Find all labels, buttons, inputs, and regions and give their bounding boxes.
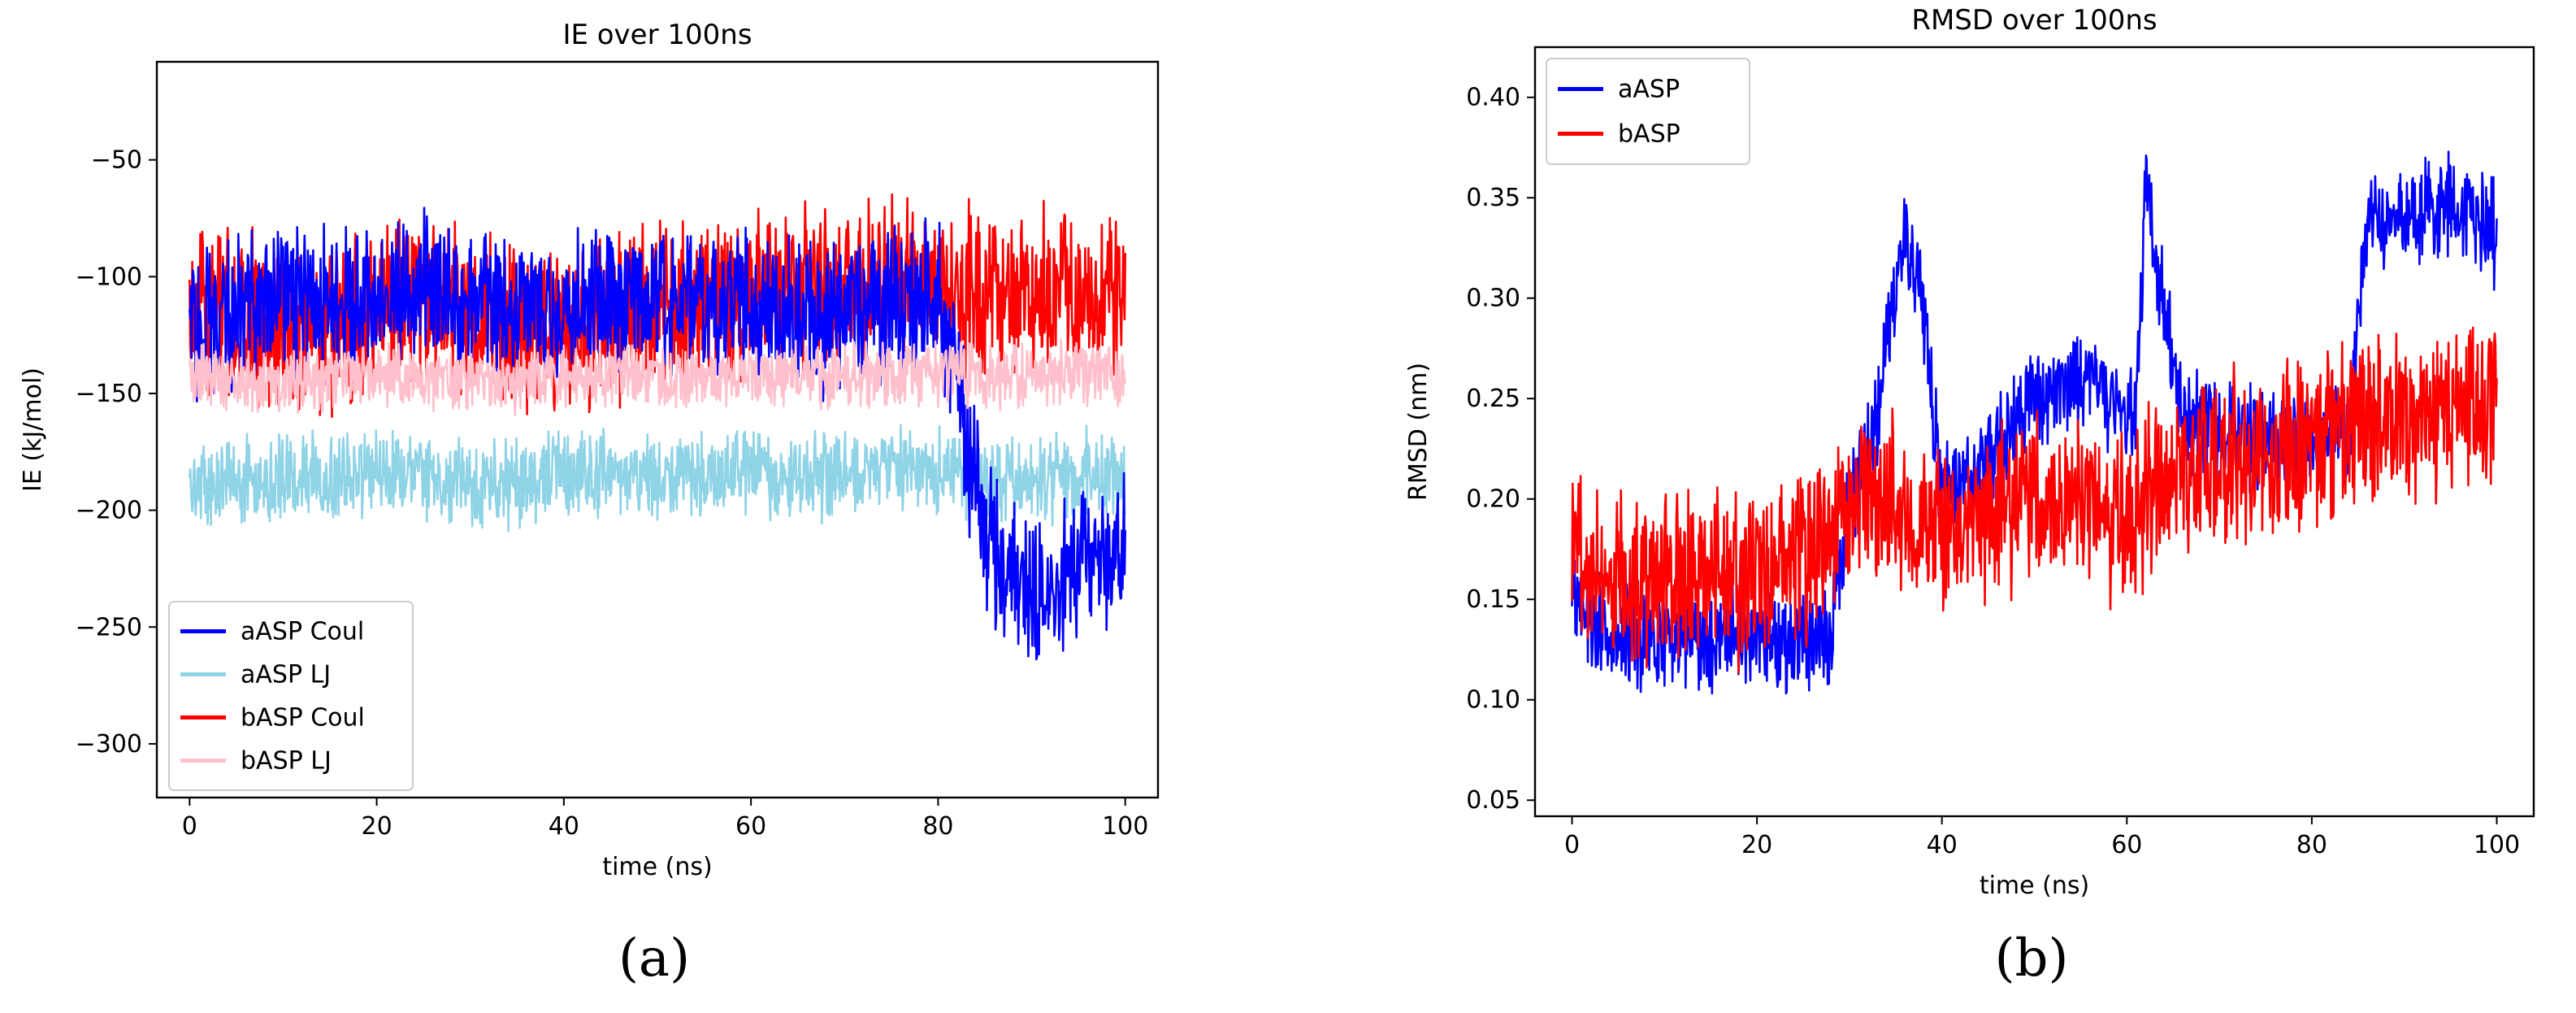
legend-box (1546, 58, 1750, 165)
legend-label: aASP Coul (241, 618, 364, 646)
legend-label: bASP Coul (241, 704, 365, 733)
x-tick-label: 80 (2296, 831, 2327, 859)
legend-label: bASP LJ (241, 747, 332, 776)
x-tick-label: 40 (549, 812, 579, 841)
x-tick-label: 80 (922, 812, 953, 841)
panel-label: (b) (1995, 928, 2069, 989)
x-tick-label: 40 (1927, 831, 1958, 859)
x-tick-label: 60 (735, 812, 766, 841)
plot-frame (1533, 46, 2535, 818)
x-tick-label: 20 (1741, 831, 1772, 859)
series-line-basp-lj (189, 338, 1126, 417)
series-line-basp (1571, 326, 2498, 674)
x-tick-label: 100 (1102, 812, 1148, 841)
plot-area (189, 193, 1126, 661)
y-tick-label: 0.40 (1466, 84, 1520, 112)
x-axis-label: time (ns) (602, 853, 712, 881)
chart-title: IE over 100ns (562, 19, 752, 51)
x-tick-label: 0 (182, 812, 197, 841)
chart-ie: 0 20 40 60 80 100 −300 −250 −200 −150 −100 −50 IE ov… (19, 19, 1160, 989)
legend: aASP bASP (1546, 58, 1750, 165)
y-axis-label: IE (kJ/mol) (19, 367, 47, 492)
legend: aASP Coul aASP LJ bASP Coul bASP LJ (168, 601, 414, 791)
y-tick-label: −150 (76, 380, 142, 408)
y-tick-label: −200 (76, 497, 142, 525)
legend-label: bASP (1618, 120, 1680, 149)
legend-label: aASP (1618, 76, 1680, 104)
x-tick-label: 60 (2111, 831, 2142, 859)
x-axis-label: time (ns) (1980, 872, 2089, 900)
x-tick-label: 100 (2474, 831, 2520, 859)
y-tick-label: 0.05 (1466, 786, 1520, 815)
y-tick-label: −300 (76, 730, 142, 759)
x-tick-label: 0 (1564, 831, 1580, 859)
y-tick-label: 0.25 (1466, 385, 1520, 413)
plot-area (1571, 150, 2498, 695)
legend-label: aASP LJ (241, 661, 331, 689)
chart-title: RMSD over 100ns (1911, 4, 2157, 37)
y-tick-label: 0.35 (1466, 184, 1520, 212)
plot-frame (155, 60, 1160, 799)
legend-box (168, 601, 414, 791)
y-tick-label: 0.30 (1466, 285, 1520, 313)
panel-label: (a) (618, 928, 690, 989)
y-tick-label: 0.10 (1466, 686, 1520, 715)
y-tick-label: −100 (76, 263, 142, 291)
y-tick-label: −50 (91, 146, 142, 175)
x-tick-label: 20 (361, 812, 392, 841)
y-axis-label: RMSD (nm) (1404, 363, 1433, 501)
y-tick-label: −250 (76, 613, 142, 641)
series-line-aasp-coul (189, 207, 1126, 661)
chart-rmsd: 0 20 40 60 80 100 0.05 0.10 0.15 0.20 0.25 0.30 0.35… (1404, 4, 2535, 989)
y-tick-label: 0.20 (1466, 485, 1520, 514)
y-tick-label: 0.15 (1466, 585, 1520, 614)
